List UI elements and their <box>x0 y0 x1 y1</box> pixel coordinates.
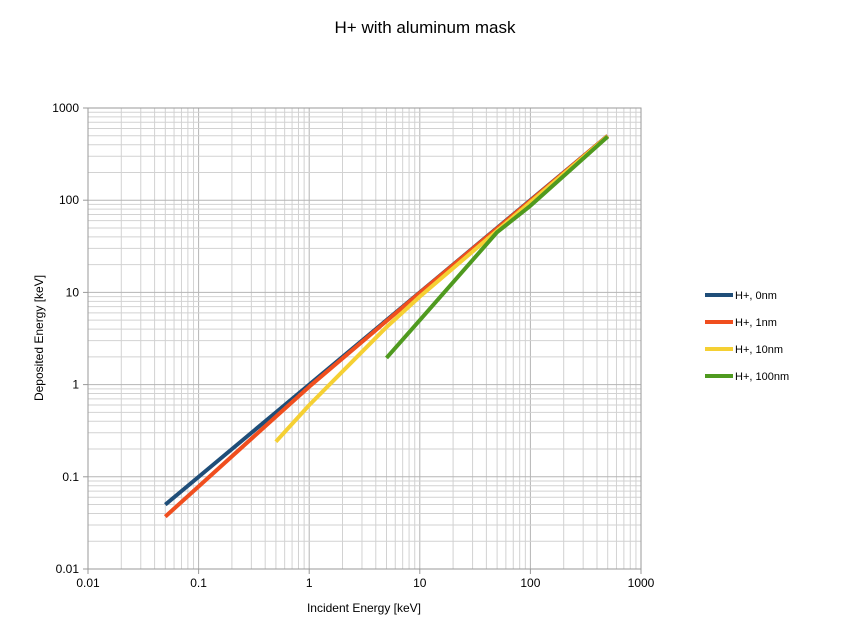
y-tick-label: 100 <box>59 193 79 207</box>
legend-label: H+, 1nm <box>735 317 777 329</box>
legend-label: H+, 0nm <box>735 290 777 302</box>
x-tick-label: 10 <box>413 576 427 590</box>
series-line-3 <box>274 134 609 444</box>
y-tick-label: 1 <box>72 378 79 392</box>
x-tick-label: 0.01 <box>76 576 100 590</box>
x-tick-label: 0.1 <box>190 576 207 590</box>
y-axis-label: Deposited Energy [keV] <box>32 275 46 401</box>
y-tick-label: 10 <box>66 285 80 299</box>
x-tick-label: 100 <box>520 576 540 590</box>
legend: H+, 0nm H+, 1nm H+, 10nm H+, 100nm <box>705 290 789 383</box>
y-tick-label: 0.1 <box>62 470 79 484</box>
legend-label: H+, 100nm <box>735 371 789 383</box>
grid <box>88 108 641 569</box>
series-lines <box>163 134 610 519</box>
x-axis-ticks: 0.01 0.1 1 10 100 1000 <box>76 569 655 590</box>
x-axis-label: Incident Energy [keV] <box>307 601 421 615</box>
y-tick-label: 0.01 <box>56 562 80 576</box>
x-tick-label: 1000 <box>628 576 655 590</box>
x-tick-label: 1 <box>306 576 313 590</box>
legend-label: H+, 10nm <box>735 344 783 356</box>
chart-title: H+ with aluminum mask <box>335 18 516 37</box>
plot-frame <box>87 107 642 570</box>
series-line-4 <box>385 135 610 360</box>
y-axis-ticks: 0.01 0.1 1 10 100 1000 <box>52 101 88 576</box>
y-tick-label: 1000 <box>52 101 79 115</box>
